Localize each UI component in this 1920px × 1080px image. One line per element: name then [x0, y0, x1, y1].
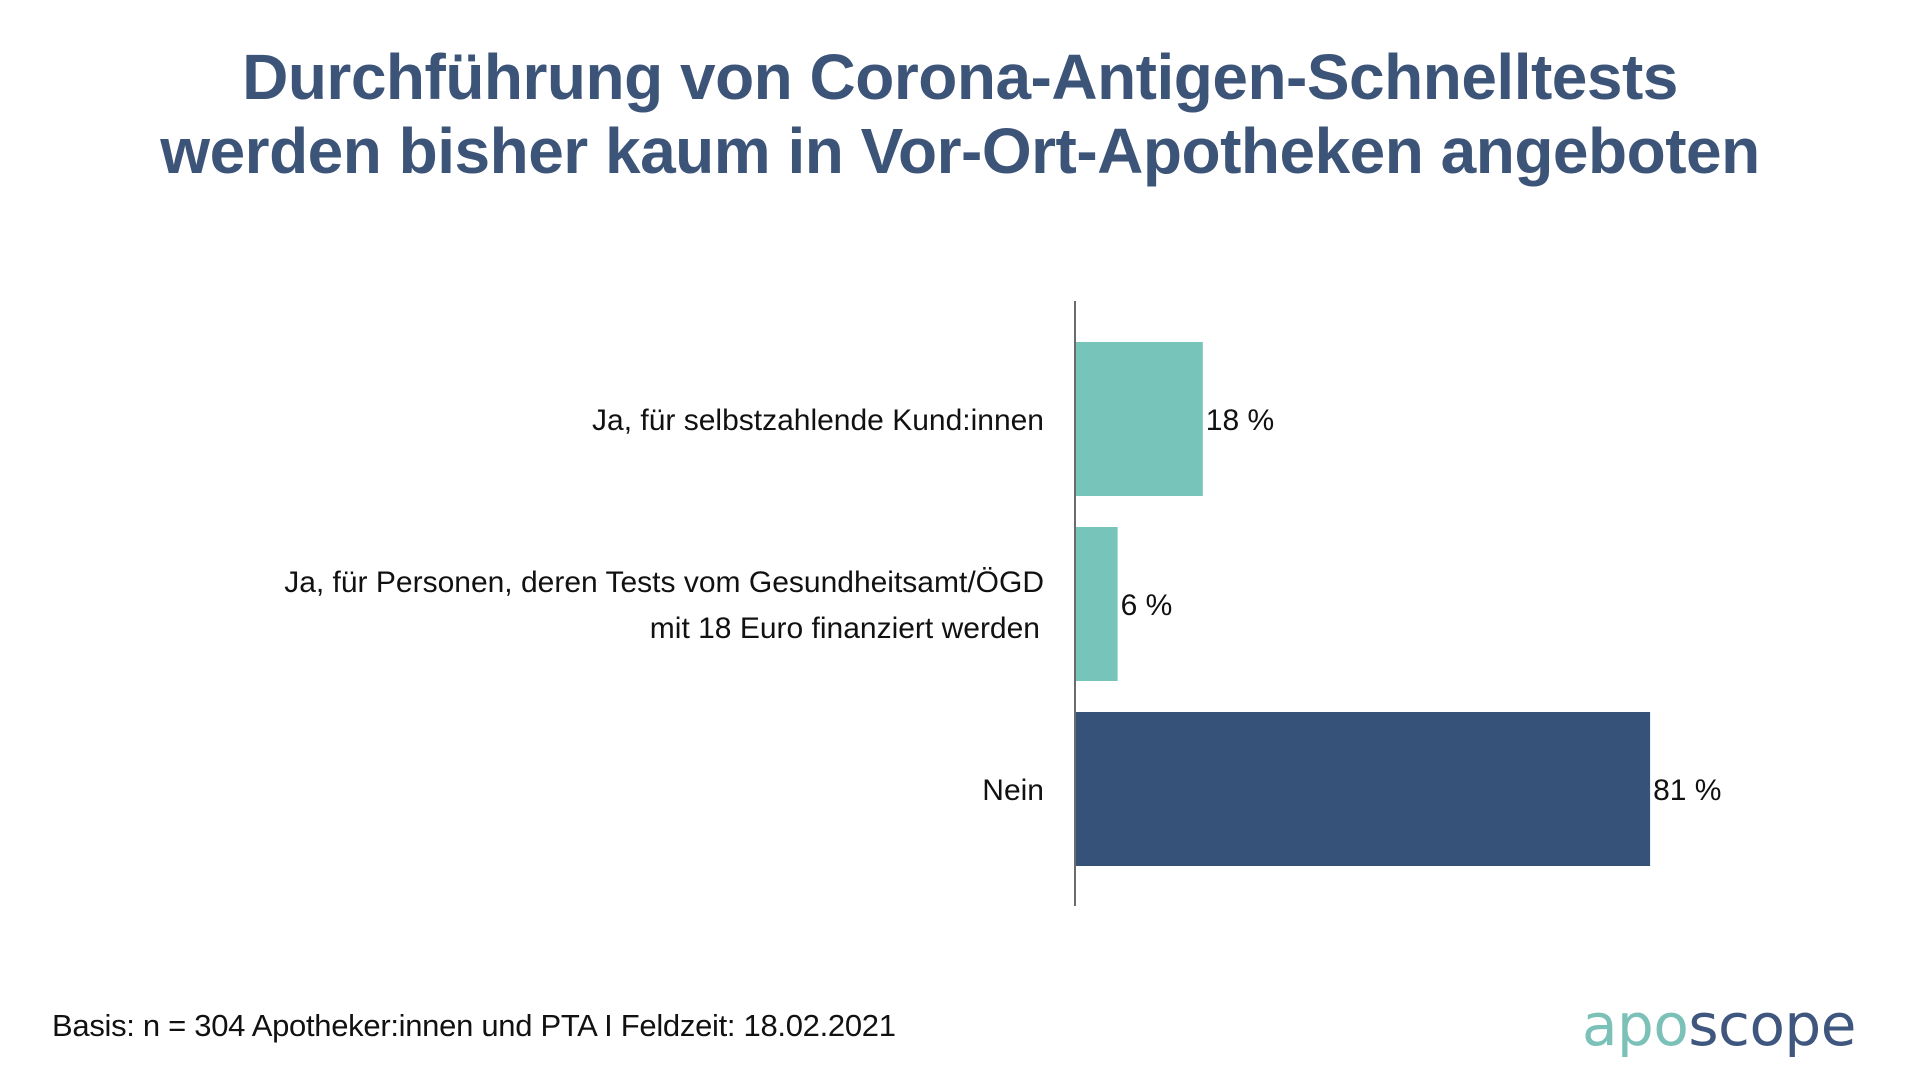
chart-title-line-1: Durchführung von Corona-Antigen-Schnellt… [242, 41, 1678, 113]
chart-title-line-2: werden bisher kaum in Vor-Ort-Apotheken … [160, 115, 1760, 187]
bar-3 [1075, 712, 1651, 866]
logo-part-apo: apo [1582, 991, 1689, 1059]
category-label-1: Ja, für selbstzahlende Kund:innen [592, 404, 1044, 437]
chart-title: Durchführung von Corona-Antigen-Schnellt… [40, 40, 1880, 188]
bars-layer [1075, 342, 1651, 866]
value-label-2: 6 % [1121, 589, 1173, 622]
aposcope-logo: aposcope [1582, 992, 1856, 1058]
labels-layer: 18 % Ja, für selbstzahlende Kund:innen 6 %… [284, 404, 1721, 807]
bar-2 [1075, 527, 1118, 681]
value-label-1: 18 % [1206, 404, 1274, 437]
value-label-3: 81 % [1653, 774, 1721, 807]
category-label-3: Nein [982, 774, 1044, 807]
category-label-2-line-2: mit 18 Euro finanziert werden [650, 612, 1040, 645]
category-label-2-line-1: Ja, für Personen, deren Tests vom Gesund… [284, 566, 1044, 599]
bar-1 [1075, 342, 1203, 496]
footnote-basis: Basis: n = 304 Apotheker:innen und PTA I… [52, 1008, 896, 1043]
logo-part-scope: scope [1688, 991, 1856, 1059]
